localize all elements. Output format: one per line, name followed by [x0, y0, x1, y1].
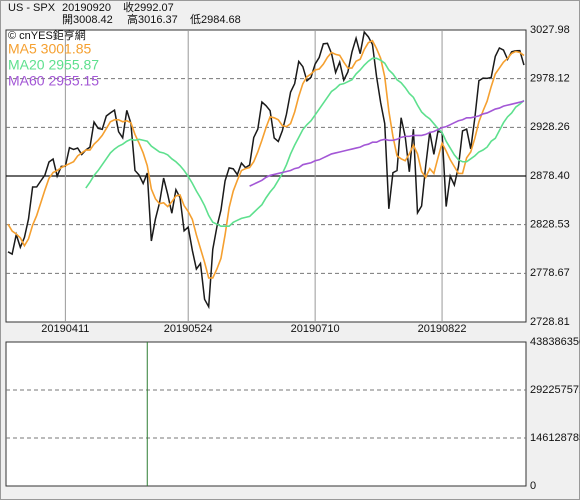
plot-area [5, 341, 527, 487]
annotation: 收2992.07 [123, 0, 174, 14]
volume-bar [146, 342, 148, 486]
y-tick-label: 2728.81 [530, 316, 570, 328]
annotation: 低2984.68 [190, 13, 241, 26]
y-tick-label: 292257571 [530, 384, 580, 396]
price-line [85, 57, 525, 227]
x-tick-label: 20190524 [164, 323, 213, 335]
y-tick-label: 146128785 [530, 432, 580, 444]
y-tick-label: 2778.67 [530, 267, 570, 279]
x-tick-label: 20190710 [291, 323, 340, 335]
y-tick-label: 0 [530, 480, 536, 492]
y-tick-label: 3027.98 [530, 24, 570, 36]
annotation: 開3008.42 [62, 13, 113, 26]
y-tick-label: 2878.40 [530, 170, 570, 182]
y-tick-label: 438386356 [530, 336, 580, 348]
y-tick-label: 2828.53 [530, 219, 570, 231]
price-line [249, 100, 525, 187]
legend-entry: MA5 3001.85 [8, 41, 91, 57]
price-line [7, 30, 525, 310]
chart-title: US - SPX [8, 2, 56, 14]
legend-entry: MA60 2955.15 [8, 73, 99, 89]
price-line [7, 39, 525, 279]
y-tick-label: 2928.26 [530, 121, 570, 133]
annotation: 20190920 [62, 2, 111, 14]
annotation: © cnYES鉅亨網 [8, 28, 86, 42]
x-tick-label: 20190411 [41, 323, 89, 335]
y-tick-label: 2978.12 [530, 73, 570, 85]
x-tick-label: 20190822 [418, 323, 467, 335]
annotation: 高3016.37 [127, 12, 178, 26]
legend-entry: MA20 2955.87 [8, 57, 99, 73]
